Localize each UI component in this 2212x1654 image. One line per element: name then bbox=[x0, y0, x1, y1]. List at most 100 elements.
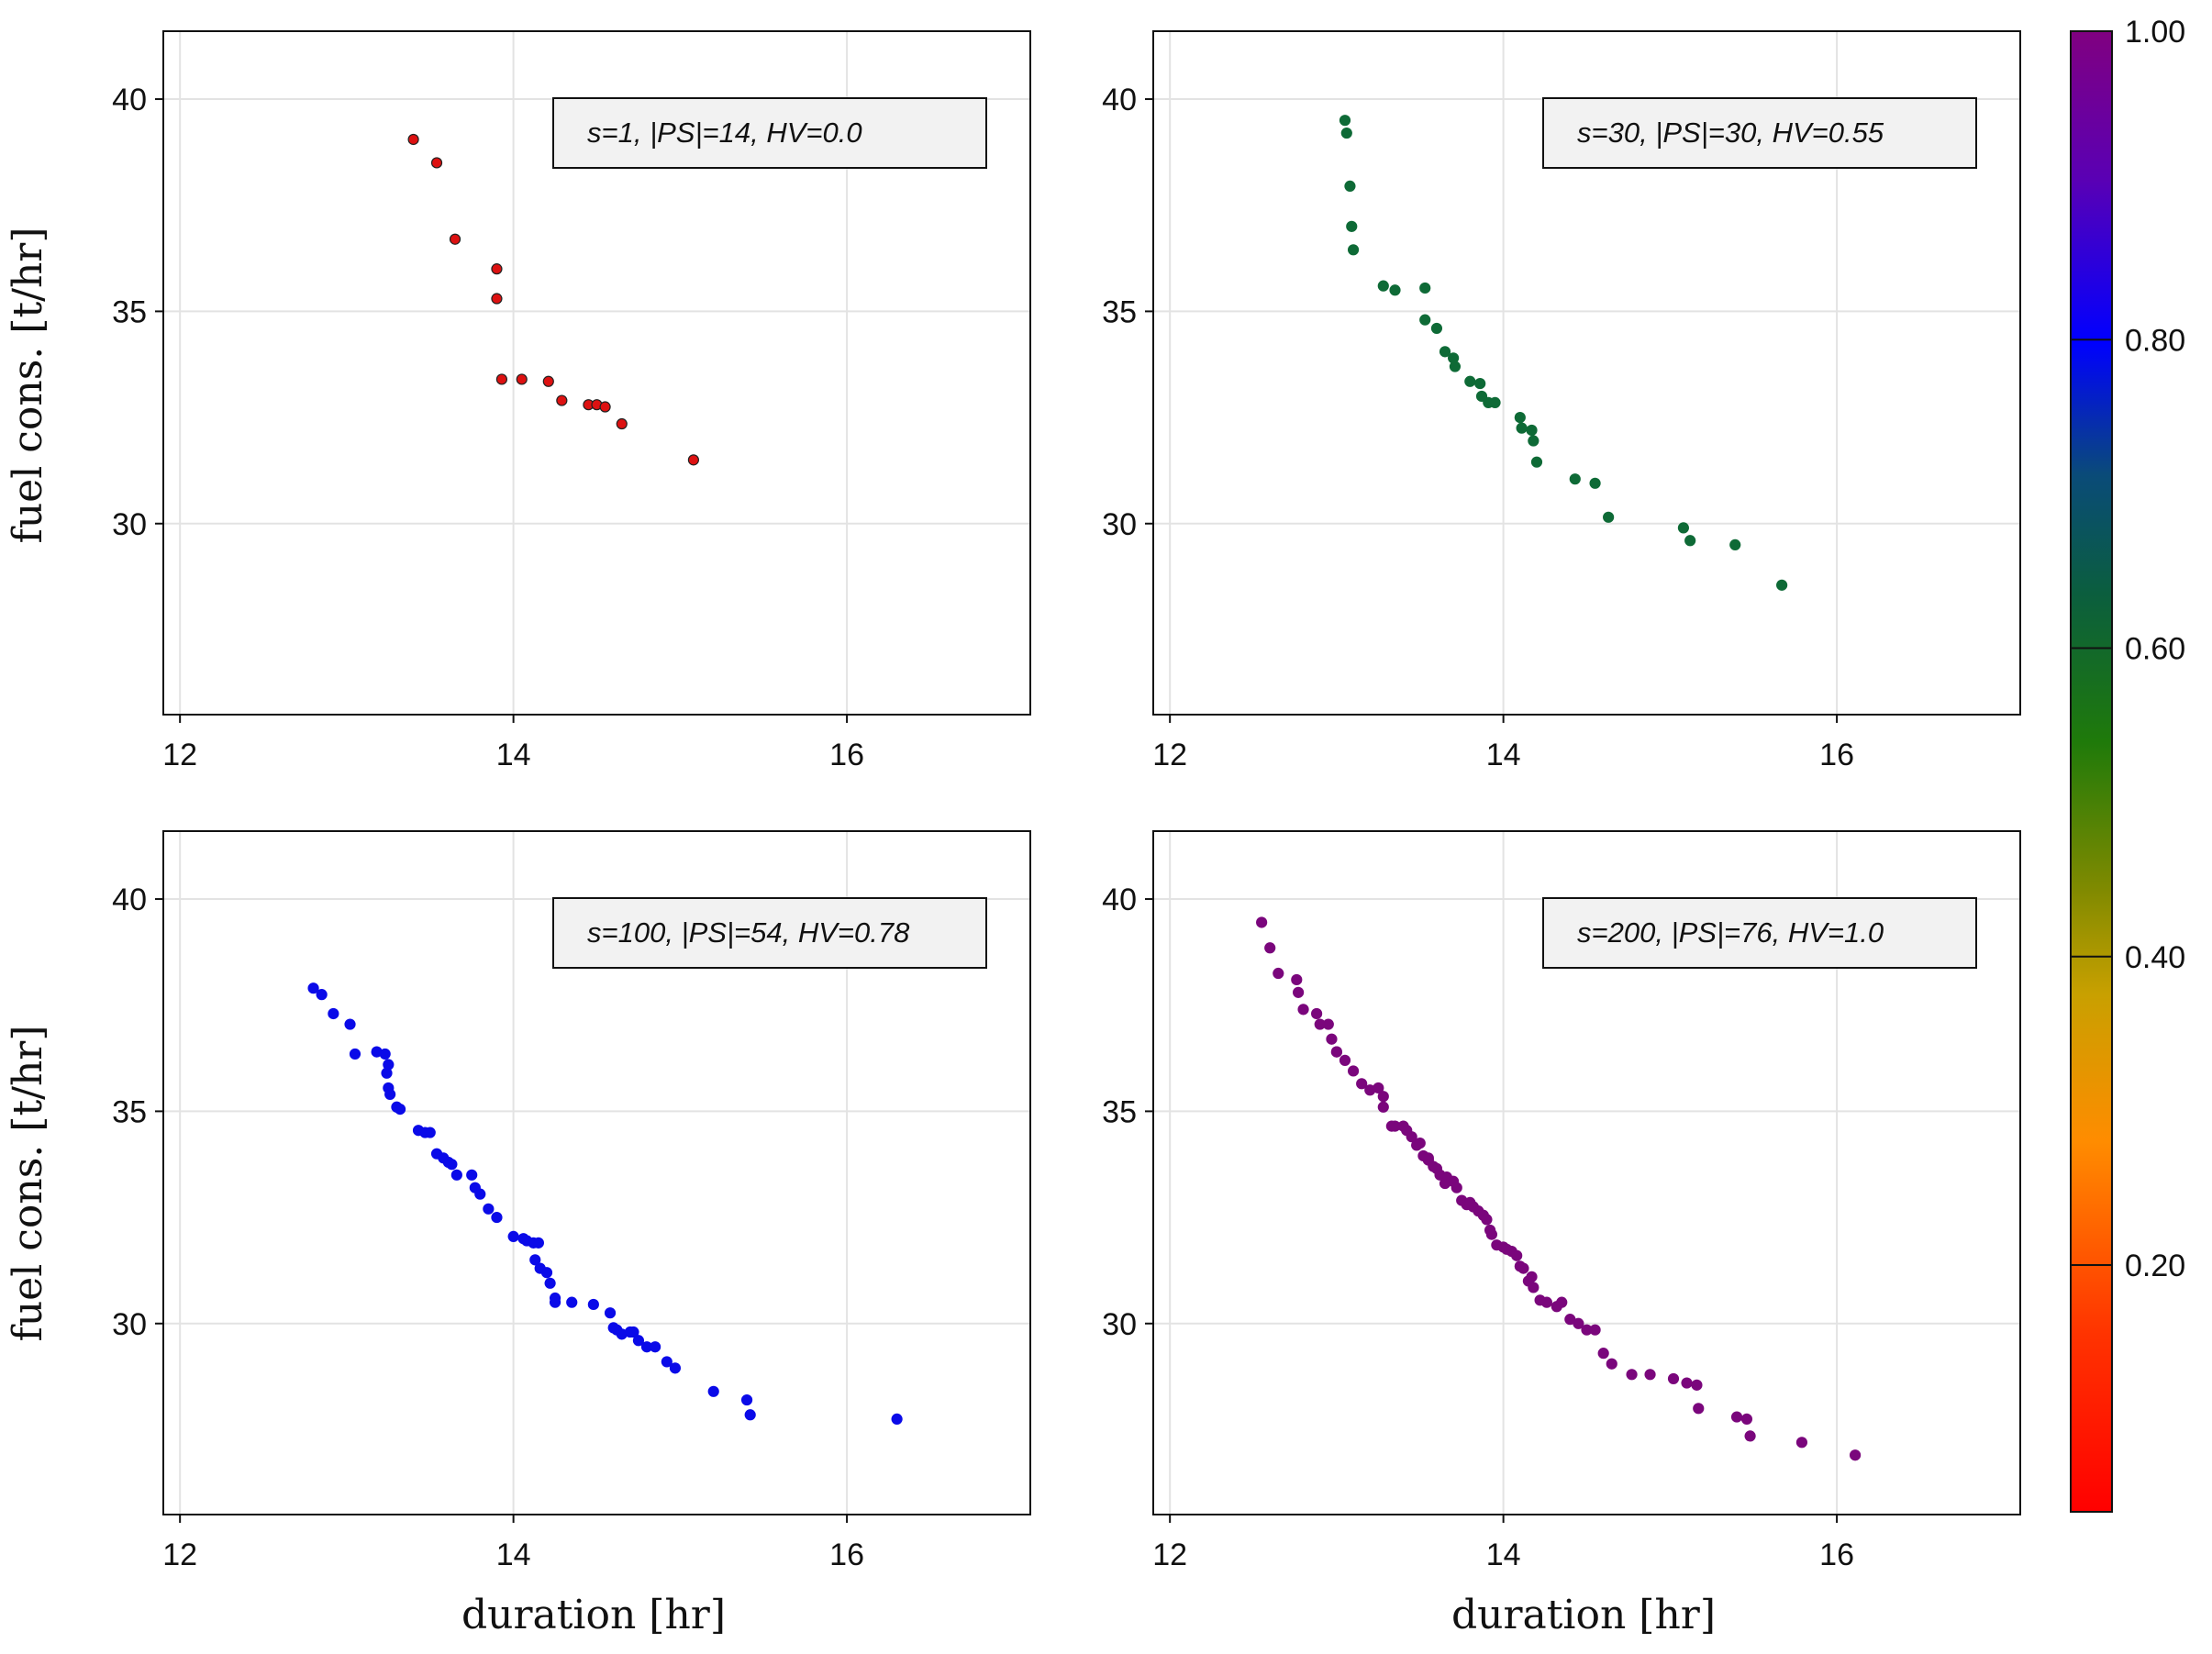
scatter-point bbox=[384, 1088, 396, 1100]
scatter-point bbox=[516, 373, 528, 385]
scatter-point bbox=[449, 233, 461, 245]
scatter-point bbox=[1729, 538, 1741, 551]
scatter-point bbox=[1377, 1091, 1389, 1103]
scatter-point bbox=[450, 1169, 462, 1181]
colorbar-tick-label: 1.00 bbox=[2125, 15, 2185, 50]
colorbar-tick-label: 0.60 bbox=[2125, 632, 2185, 667]
x-tick-label: 12 bbox=[162, 738, 197, 772]
scatter-point bbox=[491, 1211, 503, 1224]
scatter-point bbox=[424, 1127, 436, 1138]
scatter-point bbox=[1449, 361, 1462, 372]
scatter-point bbox=[1603, 511, 1615, 523]
x-tick-label: 14 bbox=[1486, 738, 1521, 772]
y-tick-label: 30 bbox=[1102, 1307, 1137, 1342]
scatter-point bbox=[1422, 1152, 1434, 1164]
scatter-point bbox=[1740, 1413, 1753, 1425]
x-axis-title-left: duration [hr] bbox=[461, 1592, 726, 1638]
y-tick-label: 30 bbox=[1102, 507, 1137, 542]
scatter-point bbox=[483, 1203, 495, 1215]
scatter-point bbox=[1516, 422, 1528, 434]
scatter-point bbox=[1439, 1177, 1451, 1190]
scatter-point bbox=[1356, 1078, 1368, 1090]
scatter-point bbox=[599, 401, 611, 413]
scatter-point bbox=[1626, 1369, 1638, 1381]
scatter-point bbox=[542, 375, 554, 387]
y-tick-label: 40 bbox=[112, 883, 147, 917]
scatter-point bbox=[1377, 280, 1389, 292]
scatter-point bbox=[1256, 916, 1268, 928]
scatter-point bbox=[316, 989, 328, 1001]
panel-s200: 12 14 16 30 35 40 s=200, |PS|=76, HV=1.0 bbox=[1102, 830, 2021, 1572]
scatter-point bbox=[1406, 1131, 1417, 1143]
scatter-point bbox=[1597, 1348, 1609, 1360]
scatter-point bbox=[1693, 1403, 1705, 1415]
colorbar-ticks: 0.20 0.40 0.60 0.80 1.00 bbox=[2071, 15, 2185, 1283]
y-tick-label: 40 bbox=[1102, 883, 1137, 917]
scatter-point bbox=[1526, 1271, 1538, 1282]
scatter-point bbox=[1514, 411, 1526, 424]
scatter-point bbox=[1644, 1369, 1656, 1381]
scatter-point bbox=[1489, 396, 1501, 408]
y-tick-label: 35 bbox=[1102, 294, 1137, 329]
scatter-point bbox=[1291, 973, 1303, 986]
scatter-point bbox=[1528, 435, 1540, 447]
scatter-point bbox=[1684, 535, 1696, 547]
legend-box bbox=[1542, 897, 1977, 969]
scatter-point bbox=[1273, 967, 1284, 980]
panel-s100: 12 14 16 30 35 40 s=100, |PS|=54, HV=0.78 bbox=[112, 830, 1031, 1572]
scatter-point bbox=[1264, 942, 1276, 954]
x-tick-label: 12 bbox=[162, 1537, 197, 1572]
scatter-point bbox=[1340, 127, 1352, 139]
scatter-point bbox=[1530, 456, 1543, 468]
scatter-point bbox=[344, 1018, 356, 1030]
scatter-point bbox=[1556, 1296, 1568, 1308]
scatter-point bbox=[1849, 1449, 1862, 1461]
scatter-point bbox=[1439, 346, 1451, 358]
scatter-point bbox=[1326, 1033, 1338, 1045]
scatter-point bbox=[1377, 1101, 1389, 1113]
scatter-point bbox=[1310, 1007, 1323, 1020]
scatter-point bbox=[540, 1267, 553, 1279]
scatter-point bbox=[1389, 284, 1401, 296]
scatter-point bbox=[661, 1356, 672, 1368]
scatter-point bbox=[529, 1254, 541, 1266]
scatter-point bbox=[1589, 1324, 1601, 1336]
x-tick-label: 16 bbox=[829, 738, 864, 772]
plot-frame bbox=[162, 30, 1031, 716]
scatter-point bbox=[349, 1048, 361, 1060]
legend-label: s=1, |PS|=14, HV=0.0 bbox=[587, 117, 862, 149]
scatter-point bbox=[1451, 1182, 1462, 1193]
x-axis-title-right: duration [hr] bbox=[1451, 1592, 1716, 1638]
scatter-point bbox=[632, 1335, 645, 1347]
plot-frame bbox=[1152, 30, 2021, 716]
scatter-point bbox=[1484, 1224, 1496, 1237]
scatter-point bbox=[381, 1067, 393, 1079]
scatter-point bbox=[307, 982, 319, 994]
scatter-point bbox=[1339, 115, 1351, 127]
scatter-point bbox=[566, 1296, 578, 1308]
panel-s30: 12 14 16 30 35 40 s=30, |PS|=30, HV=0.55 bbox=[1102, 30, 2021, 772]
plot-frame bbox=[162, 830, 1031, 1515]
scatter-point bbox=[1744, 1430, 1756, 1442]
scatter-point bbox=[1344, 180, 1356, 192]
scatter-point bbox=[1776, 579, 1788, 591]
scatter-point bbox=[624, 1326, 636, 1338]
scatter-point bbox=[1795, 1437, 1808, 1449]
scatter-point bbox=[1464, 375, 1476, 387]
scatter-point bbox=[1464, 1196, 1476, 1208]
scatter-point bbox=[394, 1103, 406, 1116]
scatter-point bbox=[446, 1159, 458, 1171]
scatter-point bbox=[1681, 1377, 1693, 1389]
colorbar bbox=[2070, 30, 2113, 1513]
scatter-point bbox=[587, 1298, 599, 1311]
scatter-point bbox=[1419, 314, 1431, 326]
scatter-point bbox=[556, 394, 568, 406]
colorbar-tick-label: 0.80 bbox=[2125, 323, 2185, 358]
scatter-point bbox=[604, 1307, 617, 1319]
panel-s1: 12 14 16 30 35 40 s=1, |PS|=14, HV=0.0 bbox=[112, 30, 1031, 772]
scatter-point bbox=[669, 1362, 682, 1374]
scatter-point bbox=[1481, 1214, 1493, 1226]
legend-box bbox=[552, 897, 987, 969]
scatter-point bbox=[1430, 322, 1443, 335]
